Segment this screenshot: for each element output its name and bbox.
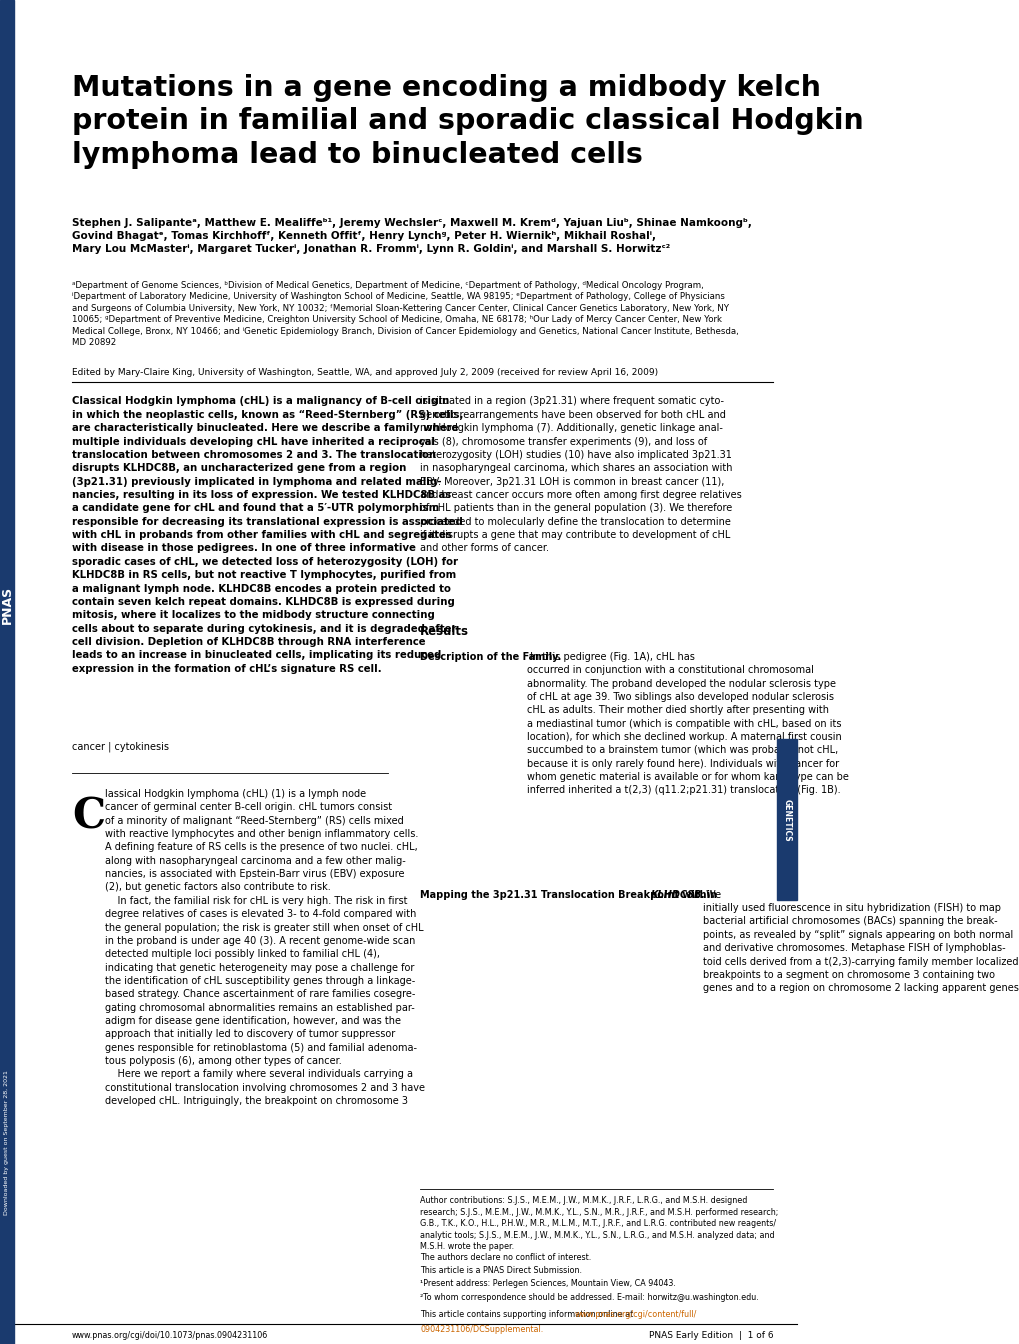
Text: www.pnas.org/cgi/doi/10.1073/pnas.0904231106: www.pnas.org/cgi/doi/10.1073/pnas.090423… bbox=[71, 1331, 268, 1340]
Text: We
initially used fluorescence in situ hybridization (FISH) to map
bacterial art: We initially used fluorescence in situ h… bbox=[703, 890, 1018, 993]
Text: Downloaded by guest on September 28, 2021: Downloaded by guest on September 28, 202… bbox=[4, 1070, 9, 1215]
Bar bbox=[776, 739, 797, 900]
Text: www.pnas.org/cgi/content/full/: www.pnas.org/cgi/content/full/ bbox=[575, 1310, 697, 1320]
Text: PNAS Early Edition  |  1 of 6: PNAS Early Edition | 1 of 6 bbox=[648, 1331, 772, 1340]
Text: C: C bbox=[71, 796, 105, 837]
Text: In this pedigree (Fig. 1A), cHL has
occurred in conjunction with a constitutiona: In this pedigree (Fig. 1A), cHL has occu… bbox=[527, 652, 848, 796]
Text: PNAS: PNAS bbox=[1, 586, 13, 624]
Text: 0904231106/DCSupplemental.: 0904231106/DCSupplemental. bbox=[420, 1325, 543, 1335]
Bar bbox=[0, 0, 14, 1344]
Text: Classical Hodgkin lymphoma (cHL) is a malignancy of B-cell origin
in which the n: Classical Hodgkin lymphoma (cHL) is a ma… bbox=[71, 396, 463, 673]
Text: ᵃDepartment of Genome Sciences, ᵇDivision of Medical Genetics, Department of Med: ᵃDepartment of Genome Sciences, ᵇDivisio… bbox=[71, 281, 738, 347]
Text: Edited by Mary-Claire King, University of Washington, Seattle, WA, and approved : Edited by Mary-Claire King, University o… bbox=[71, 368, 657, 378]
Text: KLHDC8B.: KLHDC8B. bbox=[650, 890, 705, 899]
Text: ²To whom correspondence should be addressed. E-mail: horwitz@u.washington.edu.: ²To whom correspondence should be addres… bbox=[420, 1293, 758, 1302]
Text: Results: Results bbox=[420, 625, 469, 638]
Text: The authors declare no conflict of interest.: The authors declare no conflict of inter… bbox=[420, 1253, 591, 1262]
Text: Stephen J. Salipanteᵃ, Matthew E. Mealiffeᵇ¹, Jeremy Wechslerᶜ, Maxwell M. Kremᵈ: Stephen J. Salipanteᵃ, Matthew E. Mealif… bbox=[71, 218, 751, 254]
Text: Description of the Family.: Description of the Family. bbox=[420, 652, 561, 661]
Text: GENETICS: GENETICS bbox=[782, 798, 791, 841]
Text: Mutations in a gene encoding a midbody kelch
protein in familial and sporadic cl: Mutations in a gene encoding a midbody k… bbox=[71, 74, 863, 169]
Text: ¹Present address: Perlegen Sciences, Mountain View, CA 94043.: ¹Present address: Perlegen Sciences, Mou… bbox=[420, 1279, 676, 1289]
Text: This article is a PNAS Direct Submission.: This article is a PNAS Direct Submission… bbox=[420, 1266, 582, 1275]
Text: cancer | cytokinesis: cancer | cytokinesis bbox=[71, 742, 168, 753]
Text: is situated in a region (3p21.31) where frequent somatic cyto-
genetic rearrange: is situated in a region (3p21.31) where … bbox=[420, 396, 741, 554]
Text: Author contributions: S.J.S., M.E.M., J.W., M.M.K., J.R.F., L.R.G., and M.S.H. d: Author contributions: S.J.S., M.E.M., J.… bbox=[420, 1196, 777, 1251]
Text: Mapping the 3p21.31 Translocation Breakpoint within: Mapping the 3p21.31 Translocation Breakp… bbox=[420, 890, 719, 899]
Text: lassical Hodgkin lymphoma (cHL) (1) is a lymph node
cancer of germinal center B-: lassical Hodgkin lymphoma (cHL) (1) is a… bbox=[105, 789, 425, 1106]
Text: This article contains supporting information online at: This article contains supporting informa… bbox=[420, 1310, 636, 1320]
